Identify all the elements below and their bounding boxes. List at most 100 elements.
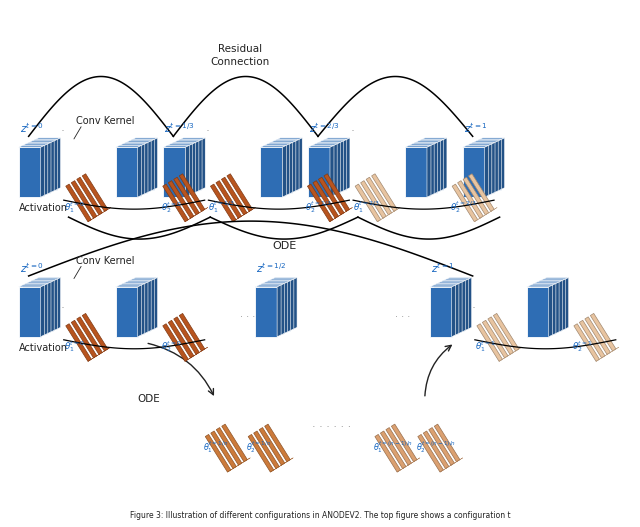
Polygon shape <box>311 146 333 196</box>
Polygon shape <box>536 282 558 333</box>
Polygon shape <box>270 141 296 143</box>
Polygon shape <box>265 280 291 282</box>
Polygon shape <box>191 214 196 218</box>
Polygon shape <box>19 148 40 197</box>
Polygon shape <box>268 279 294 281</box>
Polygon shape <box>83 314 108 351</box>
Polygon shape <box>436 141 440 193</box>
Polygon shape <box>590 314 616 351</box>
Polygon shape <box>477 324 502 362</box>
Polygon shape <box>50 141 54 193</box>
Polygon shape <box>408 461 415 465</box>
Polygon shape <box>530 286 552 335</box>
Polygon shape <box>415 143 436 193</box>
Polygon shape <box>497 139 501 191</box>
Polygon shape <box>28 282 50 333</box>
Polygon shape <box>488 144 492 196</box>
Polygon shape <box>195 141 199 193</box>
Polygon shape <box>267 144 289 194</box>
Polygon shape <box>436 282 462 284</box>
Text: ·: · <box>472 302 476 315</box>
Polygon shape <box>221 424 247 462</box>
Polygon shape <box>500 138 504 190</box>
Polygon shape <box>233 465 239 469</box>
Text: $\theta_2^{t=(n-1)/n}$: $\theta_2^{t=(n-1)/n}$ <box>416 440 456 455</box>
Polygon shape <box>388 211 395 215</box>
Polygon shape <box>211 184 236 222</box>
Text: $\theta_2^{t=0}$: $\theta_2^{t=0}$ <box>161 339 182 354</box>
Polygon shape <box>268 281 290 331</box>
Polygon shape <box>282 461 288 465</box>
Polygon shape <box>202 347 208 351</box>
Polygon shape <box>456 458 463 462</box>
Text: . . .: . . . <box>395 309 410 319</box>
Text: $\theta_2^{t=2/3}$: $\theta_2^{t=2/3}$ <box>450 199 477 214</box>
Polygon shape <box>270 143 292 193</box>
Polygon shape <box>324 138 350 140</box>
Polygon shape <box>340 211 347 215</box>
Polygon shape <box>476 139 501 141</box>
Polygon shape <box>469 144 491 194</box>
Polygon shape <box>141 284 145 335</box>
Polygon shape <box>77 317 102 355</box>
Polygon shape <box>378 218 383 222</box>
Polygon shape <box>461 280 465 333</box>
Polygon shape <box>440 468 446 472</box>
Polygon shape <box>185 357 191 362</box>
Text: $\theta_2^{t=0}$: $\theta_2^{t=0}$ <box>161 200 182 214</box>
Polygon shape <box>491 142 495 194</box>
Polygon shape <box>540 279 566 281</box>
Polygon shape <box>154 277 157 329</box>
Polygon shape <box>125 141 151 143</box>
Polygon shape <box>421 138 447 140</box>
Polygon shape <box>147 280 151 333</box>
Polygon shape <box>277 285 281 337</box>
Polygon shape <box>324 174 349 211</box>
Polygon shape <box>129 281 150 331</box>
Polygon shape <box>31 141 53 191</box>
Polygon shape <box>579 320 605 358</box>
Polygon shape <box>40 145 45 197</box>
Polygon shape <box>35 140 56 190</box>
Polygon shape <box>317 141 344 143</box>
Polygon shape <box>463 177 489 215</box>
Polygon shape <box>483 320 508 358</box>
Polygon shape <box>324 140 346 190</box>
Polygon shape <box>330 145 334 197</box>
Polygon shape <box>527 287 548 337</box>
Polygon shape <box>56 277 61 329</box>
Text: ODE: ODE <box>272 241 296 251</box>
Polygon shape <box>198 139 202 191</box>
Polygon shape <box>170 142 196 144</box>
Polygon shape <box>276 465 282 469</box>
Polygon shape <box>403 465 409 469</box>
Polygon shape <box>536 280 563 282</box>
Text: $\theta_1^{t=0}$: $\theta_1^{t=0}$ <box>64 339 85 354</box>
Polygon shape <box>28 143 50 193</box>
Polygon shape <box>530 284 556 286</box>
Polygon shape <box>129 279 154 281</box>
Polygon shape <box>397 468 403 472</box>
Text: Figure 3: Illustration of different configurations in ANODEV2. The top figure sh: Figure 3: Illustration of different conf… <box>130 511 510 520</box>
Polygon shape <box>564 277 569 329</box>
Text: Residual
Connection: Residual Connection <box>211 44 270 66</box>
Polygon shape <box>176 139 202 141</box>
Polygon shape <box>132 277 157 279</box>
Polygon shape <box>66 184 92 222</box>
Polygon shape <box>383 214 389 218</box>
Polygon shape <box>445 279 468 329</box>
Text: $z^{t=1}$: $z^{t=1}$ <box>464 122 488 135</box>
Polygon shape <box>558 280 563 333</box>
Polygon shape <box>418 141 440 191</box>
Polygon shape <box>333 144 337 196</box>
Polygon shape <box>179 314 205 351</box>
Polygon shape <box>166 146 189 196</box>
Polygon shape <box>179 174 205 211</box>
Polygon shape <box>141 144 145 196</box>
Polygon shape <box>163 145 189 148</box>
Polygon shape <box>22 144 48 146</box>
Polygon shape <box>439 280 465 282</box>
Polygon shape <box>386 427 412 465</box>
Polygon shape <box>28 141 54 143</box>
Polygon shape <box>255 287 277 337</box>
